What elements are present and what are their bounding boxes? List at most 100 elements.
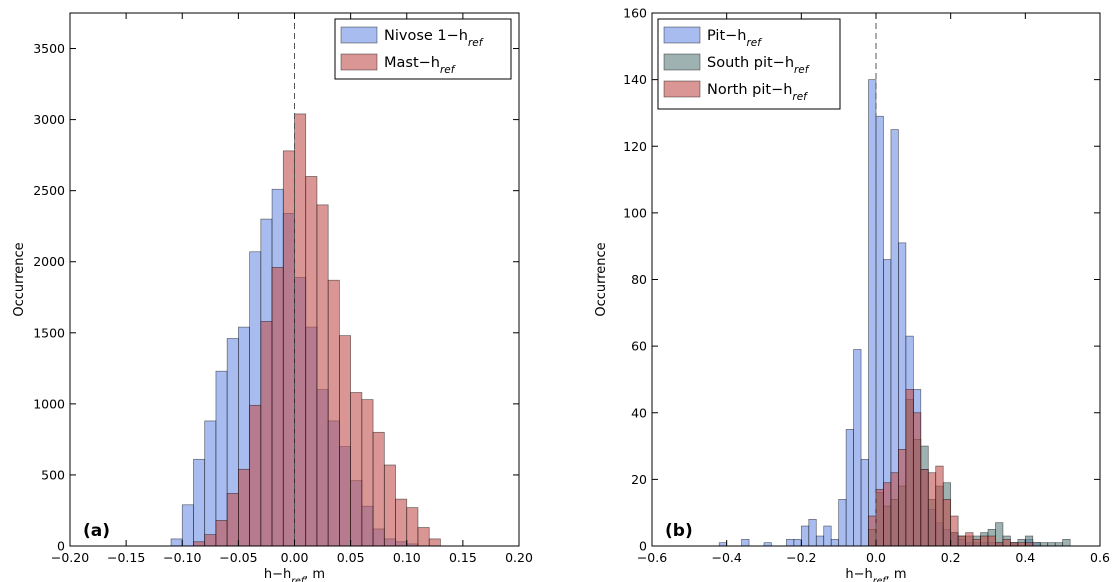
legend-swatch [340, 26, 378, 44]
series-2 [193, 113, 441, 547]
legend-entry-label: Nivose 1−href [384, 28, 484, 49]
y-tick-label: 40 [631, 405, 647, 420]
histogram-bar [987, 535, 996, 547]
histogram-bar [204, 534, 217, 547]
x-tick-label: 0.00 [281, 550, 309, 565]
legend-entry-label: North pit−href [707, 82, 808, 103]
x-axis-label: h−href, m [264, 567, 325, 582]
histogram-bar [417, 527, 430, 547]
histogram-bar [741, 538, 750, 547]
histogram-bar [1062, 538, 1071, 547]
y-tick-label: 140 [623, 72, 647, 87]
legend-entry-label: Mast−href [384, 55, 456, 76]
y-tick-label: 2000 [33, 254, 65, 269]
legend-entry-label: Pit−href [707, 28, 762, 49]
histogram-bar [942, 499, 952, 547]
histogram-bar [868, 515, 877, 547]
histogram-bar [920, 469, 929, 547]
histogram-bar [226, 493, 239, 547]
histogram-bar [215, 520, 228, 547]
x-tick-label: −0.6 [637, 550, 667, 565]
histogram-bar [830, 538, 840, 547]
histogram-bar [965, 532, 974, 547]
histogram-bar [305, 176, 318, 547]
histogram-bar [808, 518, 817, 547]
chart-panel-a: −0.20 −0.15 −0.10 −0.05 0.00 0.05 0.10 0.15 0.20… [12, 12, 533, 582]
histogram-bar [883, 482, 892, 547]
histogram-bar [406, 507, 419, 547]
histogram-bar [260, 321, 273, 547]
histogram-bar [249, 404, 262, 547]
y-axis-label: Occurrence [594, 242, 609, 316]
y-tick-label: 1500 [33, 325, 65, 340]
histogram-bar [845, 429, 854, 547]
legend: Pit−href South pit−href North pit−href [657, 18, 841, 110]
histogram-bar [339, 335, 351, 547]
chart-panel-b: −0.6 −0.4 −0.2 0.0 0.2 0.4 0.6 0 20 40 60 80 100 120 1… [594, 6, 1110, 582]
x-tick-label: −0.05 [219, 550, 257, 565]
histogram-bar [395, 498, 408, 547]
histogram-bar [786, 538, 795, 547]
histogram-bar [282, 150, 295, 547]
histogram-bar [980, 535, 989, 547]
x-tick-label: 0.4 [1015, 550, 1035, 565]
histogram-bar [428, 538, 441, 547]
histogram-bar [912, 412, 922, 547]
y-tick-label: 100 [623, 205, 647, 220]
histogram-bar [898, 449, 907, 547]
histogram-bar [935, 465, 944, 547]
x-tick-label: 0.2 [941, 550, 961, 565]
histogram-bar [204, 420, 217, 547]
histogram-bar [193, 458, 206, 547]
histogram-bar [793, 538, 802, 547]
x-tick-label: 0.15 [449, 550, 477, 565]
legend-swatch [663, 26, 701, 44]
y-tick-label: 20 [631, 472, 647, 487]
x-tick-label: 0.20 [505, 550, 533, 565]
y-axis-label: Occurrence [12, 242, 27, 316]
y-tick-label: 120 [623, 139, 647, 154]
histogram-bar [193, 541, 206, 547]
y-tick-label: 3500 [33, 41, 65, 56]
histogram-bar [327, 279, 340, 547]
panel-label: (a) [83, 521, 110, 541]
legend-entry-label: South pit−href [707, 55, 810, 76]
histogram-bar [950, 515, 959, 547]
histogram-bar [383, 464, 396, 547]
histogram-bar [838, 499, 847, 547]
legend: Nivose 1−href Mast−href [334, 18, 512, 80]
histogram-bar [875, 115, 884, 547]
y-tick-label: 3000 [33, 112, 65, 127]
histogram-bar [868, 79, 877, 547]
histogram-bar [215, 370, 228, 547]
x-tick-label: 0.6 [1090, 550, 1110, 565]
x-tick-label: 0.10 [393, 550, 421, 565]
y-tick-label: 160 [623, 6, 647, 21]
legend-swatch [663, 53, 701, 71]
histogram-bar [890, 472, 899, 547]
histogram-bar [927, 472, 937, 547]
x-tick-label: −0.4 [711, 550, 741, 565]
y-tick-label: 80 [631, 272, 647, 287]
y-tick-label: 1000 [33, 396, 65, 411]
histogram-bar [875, 489, 884, 547]
histogram-bar [860, 459, 869, 547]
x-tick-label: −0.15 [107, 550, 145, 565]
x-tick-label: −0.20 [51, 550, 89, 565]
legend-swatch [663, 80, 701, 98]
histogram-bar [815, 535, 825, 547]
histogram-bar [372, 431, 385, 547]
histogram-bar [316, 204, 329, 547]
histogram-bar [294, 113, 307, 547]
histogram-bar [957, 535, 966, 547]
y-tick-label: 0 [57, 539, 65, 554]
y-tick-label: 0 [639, 539, 647, 554]
histogram-bar [350, 392, 363, 547]
x-axis-label: h−href, m [845, 567, 906, 582]
y-tick-label: 2500 [33, 183, 65, 198]
y-tick-label: 60 [631, 339, 647, 354]
histogram-bar [972, 538, 981, 547]
panel-label: (b) [665, 521, 693, 541]
x-tick-label: 0.0 [866, 550, 886, 565]
